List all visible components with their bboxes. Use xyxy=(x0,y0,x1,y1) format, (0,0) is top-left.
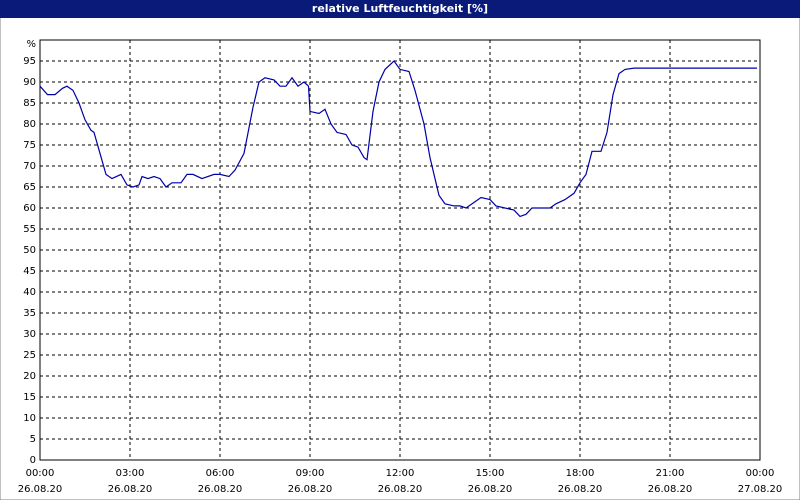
x-tick-label: 15:00 xyxy=(476,468,505,479)
chart-title: relative Luftfeuchtigkeit [%] xyxy=(312,2,488,15)
y-tick-label: 80 xyxy=(23,119,36,130)
y-tick-label: 35 xyxy=(23,308,36,319)
x-tick-date: 27.08.20 xyxy=(738,484,783,495)
y-tick-label: 20 xyxy=(23,371,36,382)
y-tick-label: 10 xyxy=(23,413,36,424)
y-unit: % xyxy=(26,39,36,50)
x-tick-label: 06:00 xyxy=(206,468,235,479)
x-tick-date: 26.08.20 xyxy=(198,484,243,495)
y-tick-label: 75 xyxy=(23,140,36,151)
x-tick-label: 21:00 xyxy=(656,468,685,479)
y-tick-label: 50 xyxy=(23,245,36,256)
x-tick-date: 26.08.20 xyxy=(108,484,153,495)
x-tick-date: 26.08.20 xyxy=(288,484,333,495)
y-tick-label: 45 xyxy=(23,266,36,277)
x-tick-label: 00:00 xyxy=(26,468,55,479)
y-tick-label: 70 xyxy=(23,161,36,172)
y-tick-label: 55 xyxy=(23,224,36,235)
x-tick-label: 18:00 xyxy=(566,468,595,479)
y-tick-label: 15 xyxy=(23,392,36,403)
x-tick-date: 26.08.20 xyxy=(18,484,63,495)
title-bar xyxy=(0,0,800,18)
y-tick-label: 95 xyxy=(23,56,36,67)
x-tick-date: 26.08.20 xyxy=(558,484,603,495)
y-tick-label: 90 xyxy=(23,77,36,88)
plot-frame xyxy=(39,39,761,461)
x-tick-label: 09:00 xyxy=(296,468,325,479)
x-tick-date: 26.08.20 xyxy=(468,484,513,495)
x-tick-label: 12:00 xyxy=(386,468,415,479)
y-tick-label: 40 xyxy=(23,287,36,298)
y-tick-label: 25 xyxy=(23,350,36,361)
x-tick-date: 26.08.20 xyxy=(648,484,693,495)
y-tick-label: 30 xyxy=(23,329,36,340)
y-tick-label: 85 xyxy=(23,98,36,109)
y-tick-label: 0 xyxy=(30,455,36,466)
y-tick-label: 60 xyxy=(23,203,36,214)
y-tick-label: 5 xyxy=(30,434,36,445)
y-tick-label: 65 xyxy=(23,182,36,193)
x-tick-label: 03:00 xyxy=(116,468,145,479)
data-line xyxy=(39,60,757,218)
x-tick-label: 00:00 xyxy=(746,468,775,479)
x-tick-date: 26.08.20 xyxy=(378,484,423,495)
